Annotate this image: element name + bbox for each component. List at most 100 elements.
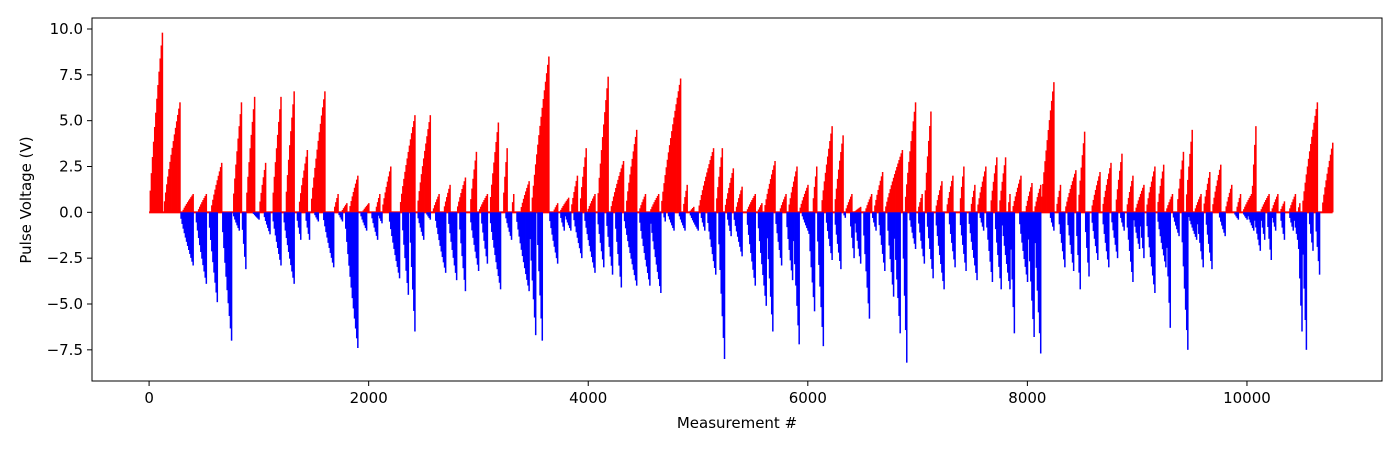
bar [898, 160, 900, 213]
bar [289, 145, 291, 213]
bar [770, 174, 773, 213]
bar [191, 212, 193, 262]
bar [1270, 212, 1273, 260]
bar [772, 169, 774, 213]
bar [254, 212, 257, 217]
bar [245, 212, 247, 270]
bar [1098, 176, 1100, 213]
bar [235, 212, 237, 223]
bar [935, 212, 938, 226]
bar [679, 212, 682, 220]
bar [926, 212, 929, 227]
bar [1140, 190, 1143, 213]
bar [1181, 160, 1184, 213]
bar [583, 166, 585, 213]
bar [1168, 212, 1170, 303]
bar [930, 111, 932, 213]
bar [1178, 212, 1180, 237]
bar [1170, 196, 1173, 213]
bar [228, 212, 231, 316]
bar [708, 212, 710, 232]
bar [937, 195, 940, 213]
bar [932, 212, 934, 279]
bar [1206, 212, 1209, 235]
bar [686, 184, 688, 213]
bar [287, 159, 290, 213]
bar [881, 172, 884, 213]
bar [161, 32, 164, 213]
bar [201, 212, 203, 259]
bar [1157, 212, 1159, 222]
bar [321, 107, 324, 213]
bar [718, 212, 720, 245]
bar [768, 183, 771, 213]
bar [248, 162, 250, 213]
bar [292, 104, 294, 213]
bar [775, 212, 777, 224]
bar [1226, 201, 1229, 213]
bar [366, 204, 369, 213]
bar [887, 212, 889, 231]
bar [1084, 212, 1087, 233]
bar [343, 206, 346, 213]
bar [1042, 183, 1044, 213]
bar [1011, 212, 1013, 280]
bar [895, 170, 897, 213]
bar [275, 148, 278, 213]
bar [1312, 129, 1314, 213]
bar [1030, 187, 1032, 213]
bar [1239, 194, 1242, 213]
bar [581, 187, 583, 213]
bar [485, 212, 488, 257]
bar [741, 186, 743, 213]
bar [795, 212, 797, 286]
bar [520, 207, 523, 213]
bar [186, 202, 189, 213]
bar [906, 212, 908, 363]
bar [471, 188, 473, 213]
bar [533, 212, 536, 318]
bar [949, 212, 952, 234]
bar [780, 205, 783, 213]
bar [978, 198, 980, 213]
bar [643, 196, 646, 213]
bar [977, 204, 979, 213]
bar [426, 136, 428, 213]
bar [892, 212, 895, 297]
bar [354, 212, 357, 329]
bar [840, 212, 842, 270]
bar [1237, 212, 1240, 220]
bar [728, 212, 730, 226]
bar [1313, 122, 1315, 213]
bar [919, 202, 921, 213]
bar [1274, 199, 1277, 213]
bar [885, 206, 887, 213]
bar [181, 212, 183, 224]
bar [1137, 200, 1140, 213]
bar [1071, 181, 1074, 213]
bar [998, 212, 1000, 267]
bar [353, 212, 356, 319]
bar [1257, 212, 1259, 240]
bar [672, 124, 674, 213]
bar [552, 212, 555, 241]
bar [789, 212, 792, 261]
bar [645, 212, 648, 267]
bar [694, 212, 696, 225]
bar [921, 194, 923, 213]
bar [919, 212, 921, 233]
bar [593, 212, 595, 268]
bar [216, 212, 219, 303]
bar [1116, 189, 1119, 213]
bar [1083, 131, 1086, 213]
bar [835, 188, 838, 213]
bar [770, 212, 773, 315]
bar [1038, 212, 1041, 334]
bar [314, 212, 316, 216]
bar [1057, 197, 1060, 213]
bar [953, 212, 955, 260]
bar [452, 212, 455, 258]
bar [654, 200, 657, 213]
bar [361, 212, 363, 220]
bar [1209, 212, 1211, 253]
